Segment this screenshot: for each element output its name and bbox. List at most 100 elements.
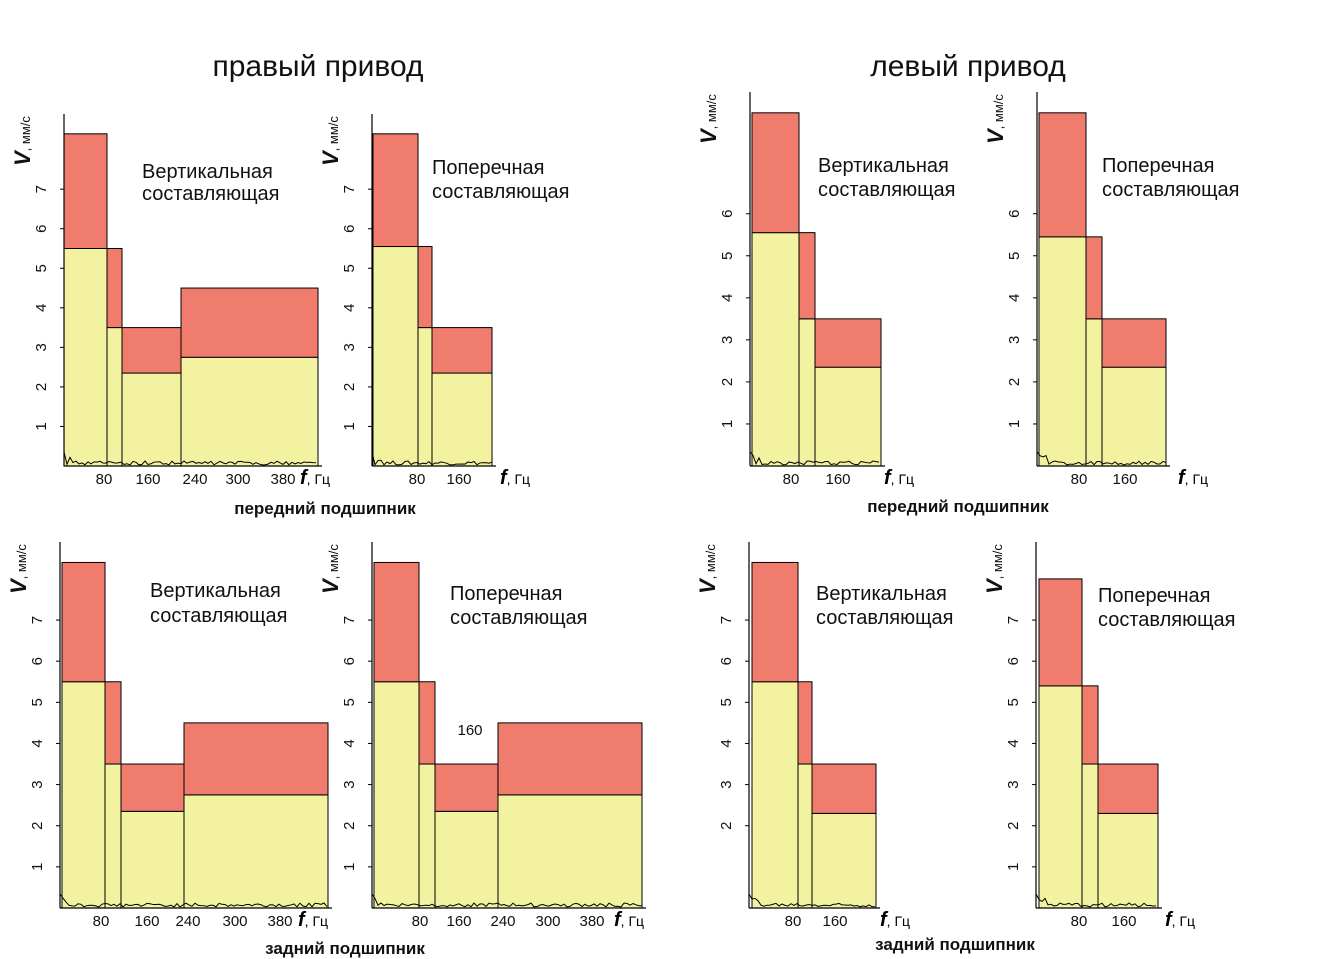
norm-band-1	[63, 248, 108, 467]
y-axis-symbol: V	[318, 577, 343, 594]
x-tick-label: 160	[825, 471, 850, 488]
y-tick-label: 6	[341, 225, 358, 233]
x-tick-label: 80	[1071, 913, 1088, 930]
y-tick-label: 6	[719, 210, 736, 218]
y-tick-label: 5	[1006, 252, 1023, 260]
x-tick-label: 240	[490, 913, 515, 930]
norm-band-3	[434, 810, 499, 909]
x-tick-label: 80	[412, 913, 429, 930]
y-axis-label: V, мм/с	[982, 544, 1007, 594]
y-tick-label: 6	[1005, 657, 1022, 665]
x-axis-symbol: f	[300, 467, 309, 489]
y-tick-label: 4	[718, 739, 735, 747]
warning-band-3	[434, 763, 499, 812]
y-tick-label: 4	[33, 304, 50, 312]
y-tick-label: 1	[29, 863, 46, 871]
norm-band-1	[1038, 236, 1087, 467]
x-axis-unit: , Гц	[507, 471, 530, 487]
x-axis-label: f, Гц	[298, 909, 328, 931]
component-label-line2: составляющая	[816, 607, 953, 629]
chart-panel-5: 1 2 3 4 5 6 7 80 160 240 300 380 V, мм/с f, Гц Вертика…	[6, 542, 332, 931]
x-tick-label: 160	[1112, 471, 1137, 488]
y-tick-label: 5	[719, 252, 736, 260]
y-tick-label: 3	[718, 780, 735, 788]
x-axis-label: f, Гц	[500, 467, 530, 489]
x-tick-label: 160	[822, 913, 847, 930]
warning-band-1	[1038, 112, 1087, 238]
norm-band-3	[814, 366, 882, 467]
x-axis-label: f, Гц	[880, 909, 910, 931]
y-tick-label: 5	[33, 264, 50, 272]
norm-band-1	[751, 681, 799, 909]
x-tick-label: 240	[175, 913, 200, 930]
y-axis-label: V, мм/с	[983, 94, 1008, 144]
y-tick-label: 1	[1006, 420, 1023, 428]
x-axis-label: f, Гц	[614, 909, 644, 931]
norm-band-2	[106, 327, 123, 467]
component-label-line2: составляющая	[150, 605, 287, 627]
norm-band-2	[1085, 318, 1103, 467]
y-tick-label: 2	[1005, 822, 1022, 830]
x-axis-symbol: f	[1165, 909, 1174, 931]
y-tick-label: 5	[341, 264, 358, 272]
x-tick-label: 80	[1071, 471, 1088, 488]
component-label-line2: составляющая	[142, 183, 279, 205]
norm-band-3	[431, 372, 493, 467]
x-axis-symbol: f	[884, 467, 893, 489]
norm-band-2	[418, 763, 436, 909]
x-tick-label: 300	[225, 471, 250, 488]
y-tick-label: 1	[33, 422, 50, 430]
warning-band-1	[1038, 578, 1083, 687]
x-axis-unit: , Гц	[1185, 471, 1208, 487]
x-tick-label: 80	[785, 913, 802, 930]
warning-band-1	[751, 112, 800, 234]
y-tick-label: 3	[1006, 336, 1023, 344]
y-axis-label: V, мм/с	[318, 544, 343, 594]
norm-band-3	[811, 812, 877, 909]
y-tick-label: 3	[719, 336, 736, 344]
y-tick-label: 2	[719, 378, 736, 386]
x-tick-label: 380	[270, 471, 295, 488]
y-axis-label: V, мм/с	[10, 116, 35, 166]
y-tick-label: 4	[719, 294, 736, 302]
y-tick-label: 2	[1006, 378, 1023, 386]
y-tick-label: 6	[29, 657, 46, 665]
component-label-line2: составляющая	[1098, 609, 1235, 631]
warning-band-3	[121, 327, 182, 374]
spectrum-line	[1035, 893, 1157, 908]
x-axis-unit: , Гц	[1172, 913, 1195, 929]
norm-band-4	[180, 356, 319, 467]
x-axis-symbol: f	[880, 909, 889, 931]
warning-band-4	[183, 722, 329, 796]
chart-panel-2: 1 2 3 4 5 6 7 80 160 V, мм/с f, Гц Поперечнаясостав…	[318, 114, 569, 489]
norm-band-1	[751, 232, 800, 467]
component-label-line2: составляющая	[432, 181, 569, 203]
section-label-left-front: передний подшипник	[867, 497, 1049, 516]
norm-band-2	[104, 763, 122, 909]
component-label-line1: Вертикальная	[150, 580, 281, 602]
warning-band-4	[180, 287, 319, 358]
x-axis-unit: , Гц	[891, 471, 914, 487]
warning-band-2	[106, 248, 123, 329]
x-axis-unit: , Гц	[887, 913, 910, 929]
y-tick-label: 5	[29, 698, 46, 706]
y-tick-label: 3	[341, 780, 358, 788]
section-label-left-rear: задний подшипник	[875, 935, 1035, 954]
y-tick-label: 2	[29, 822, 46, 830]
y-axis-symbol: V	[695, 577, 720, 594]
title-left-drive: левый привод	[870, 50, 1066, 83]
x-axis-unit: , Гц	[305, 913, 328, 929]
warning-band-3	[1101, 318, 1167, 368]
y-tick-label: 5	[1005, 698, 1022, 706]
x-tick-label: 300	[535, 913, 560, 930]
y-tick-label: 1	[719, 420, 736, 428]
y-tick-label: 7	[718, 616, 735, 624]
x-tick-label: 80	[409, 471, 426, 488]
x-tick-label: 80	[93, 913, 110, 930]
y-tick-label: 2	[718, 822, 735, 830]
warning-band-4	[497, 722, 643, 796]
x-tick-label: 300	[222, 913, 247, 930]
y-tick-label: 5	[718, 698, 735, 706]
